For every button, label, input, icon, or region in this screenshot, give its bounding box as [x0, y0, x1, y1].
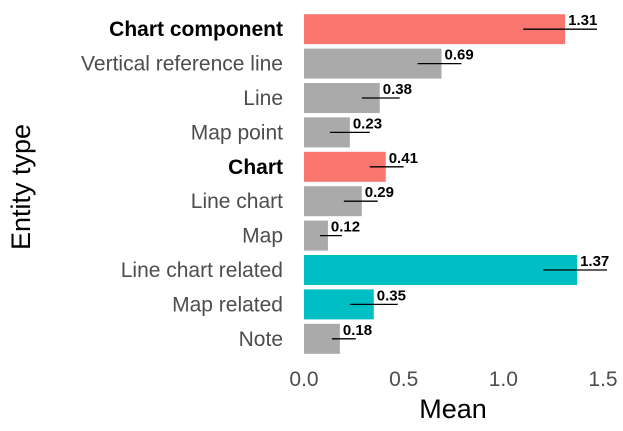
x-tick-label-3: 1.5: [588, 368, 617, 391]
value-label-6: 0.12: [331, 219, 360, 236]
value-labels-group: 1.31 0.69 0.380.23 0.41 0.29 0.12 1.37 0.35 0.18: [331, 12, 609, 339]
x-tick-label-1: 0.5: [389, 368, 418, 391]
category-label-9: Note: [239, 328, 283, 351]
error-bars-group: [319, 28, 607, 340]
x-axis-title: Mean: [419, 394, 487, 424]
value-label-1: 0.69: [445, 47, 474, 64]
category-label-7: Line chart related: [121, 259, 283, 282]
category-label-4: Chart: [228, 156, 283, 179]
x-tick-label-0: 0.0: [289, 368, 318, 391]
category-label-0: Chart component: [109, 18, 283, 41]
category-label-8: Map related: [172, 293, 283, 316]
value-label-4: 0.41: [389, 150, 418, 167]
bar-0: [304, 14, 566, 45]
value-label-7: 1.37: [580, 253, 609, 270]
value-label-0: 1.31: [568, 12, 597, 29]
bar-7: [304, 255, 578, 285]
value-label-9: 0.18: [343, 322, 372, 339]
category-label-3: Map point: [191, 121, 283, 144]
category-label-2: Line: [243, 87, 283, 110]
x-tick-label-2: 1.0: [489, 368, 518, 391]
x-ticks-group: 0.0 0.5 1.0 1.5: [289, 368, 617, 391]
bars-group: [304, 14, 578, 354]
y-axis-title: Entity type: [6, 124, 36, 250]
category-label-5: Line chart: [191, 190, 283, 213]
value-label-3: 0.23: [353, 115, 382, 132]
category-label-1: Vertical reference line: [81, 53, 283, 76]
bar-6: [304, 220, 328, 251]
category-label-6: Map: [242, 225, 283, 248]
category-labels-group: Chart component Vertical reference line Li…: [81, 18, 283, 351]
value-label-8: 0.35: [377, 287, 406, 304]
value-label-2: 0.38: [383, 81, 412, 98]
value-label-5: 0.29: [365, 184, 394, 201]
